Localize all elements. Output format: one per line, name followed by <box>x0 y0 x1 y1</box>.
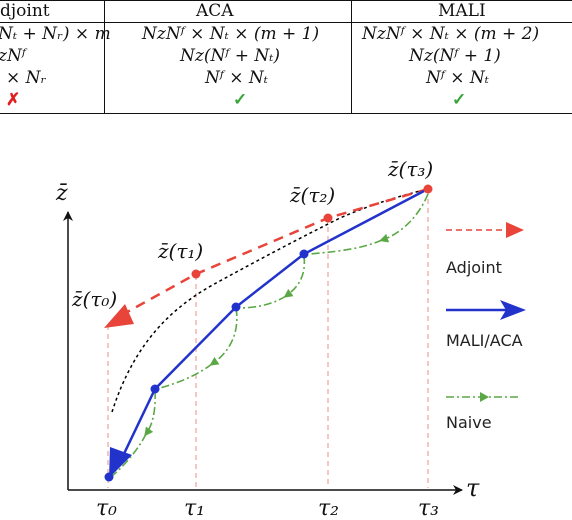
legend-label-adjoint: Adjoint <box>446 258 502 277</box>
naive-segment <box>144 390 156 437</box>
cell-mali-row1: NzNᶠ × Nₜ × (m + 2) <box>362 24 540 44</box>
header-mali: MALI <box>438 1 486 21</box>
adjoint-line <box>119 187 429 318</box>
mali-aca-point <box>104 472 114 482</box>
tick-label-tau1: τ₁ <box>184 496 205 520</box>
naive-path <box>111 193 429 477</box>
naive-segment <box>379 193 429 243</box>
mali-aca-point <box>150 384 160 394</box>
legend-adjoint-arrow-icon <box>506 222 524 238</box>
point-label-tau3: z̄(τ₃) <box>387 157 433 181</box>
cell-mali-row3: Nᶠ × Nₜ <box>426 68 489 88</box>
naive-segment <box>111 433 147 477</box>
point-label-tau2: z̄(τ₂) <box>289 183 335 207</box>
header-aca: ACA <box>196 1 234 21</box>
adjoint-point <box>191 269 201 279</box>
time-guides <box>107 190 429 488</box>
comparison-table: djoint ACA MALI Nₜ + Nᵣ) × m NzNᶠ × Nₜ ×… <box>0 0 572 114</box>
mali-aca-path <box>104 189 425 482</box>
table-col-divider-2 <box>351 0 352 114</box>
cross-icon: ✗ <box>6 90 21 110</box>
cell-aca-row1: NzNᶠ × Nₜ × (m + 1) <box>142 24 320 44</box>
table-header-rule <box>0 22 572 23</box>
cell-mali-row2: Nz(Nᶠ + 1) <box>409 46 501 66</box>
legend-item-naive: Naive <box>446 392 520 432</box>
tick-label-tau2: τ₂ <box>318 496 339 520</box>
adjoint-arrowhead <box>104 304 134 328</box>
naive-segment <box>309 239 383 255</box>
true-trajectory <box>111 189 425 413</box>
table-bottom-rule <box>0 113 572 114</box>
legend-label-mali-aca: MALI/ACA <box>446 331 523 350</box>
naive-segment <box>237 295 287 309</box>
legend-item-adjoint: Adjoint <box>446 222 524 277</box>
x-axis-label: τ <box>466 474 480 502</box>
naive-segment <box>283 255 306 298</box>
check-icon: ✓ <box>233 90 248 110</box>
cell-adjoint-row2: zNᶠ <box>0 46 26 66</box>
cell-adjoint-row3: × Nᵣ <box>6 68 47 88</box>
adjoint-point <box>323 213 333 223</box>
legend-label-naive: Naive <box>446 413 492 432</box>
adjoint-point <box>423 184 433 194</box>
mali-aca-point <box>299 249 309 259</box>
y-axis-label: z̄ <box>55 181 68 206</box>
legend-mali-arrow-icon <box>500 300 526 320</box>
legend-naive-arrow-icon <box>480 392 489 402</box>
legend-item-mali-aca: MALI/ACA <box>446 300 526 350</box>
mali-aca-line <box>119 189 425 461</box>
cell-aca-row3: Nᶠ × Nₜ <box>205 68 268 88</box>
point-label-tau0: z̄(τ₀) <box>71 287 117 311</box>
cell-aca-row2: Nz(Nᶠ + Nₜ) <box>180 46 281 66</box>
naive-segment <box>209 307 238 366</box>
header-adjoint: djoint <box>0 1 50 21</box>
table-top-rule <box>0 0 572 1</box>
cell-adjoint-row1: Nₜ + Nᵣ) × m <box>0 24 111 44</box>
legend: Adjoint MALI/ACA Naive <box>446 222 526 432</box>
tick-label-tau3: τ₃ <box>418 496 439 520</box>
tick-label-tau0: τ₀ <box>96 496 117 520</box>
mali-aca-point <box>231 302 241 312</box>
check-icon: ✓ <box>452 90 467 110</box>
adjoint-path <box>104 184 433 328</box>
mali-aca-arrowhead <box>109 447 132 478</box>
naive-segment <box>155 363 213 390</box>
point-label-tau1: z̄(τ₁) <box>157 239 203 263</box>
table-col-divider-1 <box>104 0 105 114</box>
